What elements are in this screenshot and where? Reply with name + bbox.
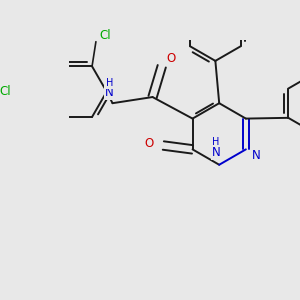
Text: O: O (145, 137, 154, 151)
Text: Cl: Cl (0, 85, 11, 98)
Text: N: N (105, 86, 114, 99)
Text: H: H (106, 78, 113, 88)
Text: N: N (212, 146, 220, 159)
Text: H: H (212, 137, 220, 147)
Text: N: N (252, 149, 261, 162)
Text: Cl: Cl (99, 29, 111, 42)
Text: O: O (167, 52, 176, 65)
